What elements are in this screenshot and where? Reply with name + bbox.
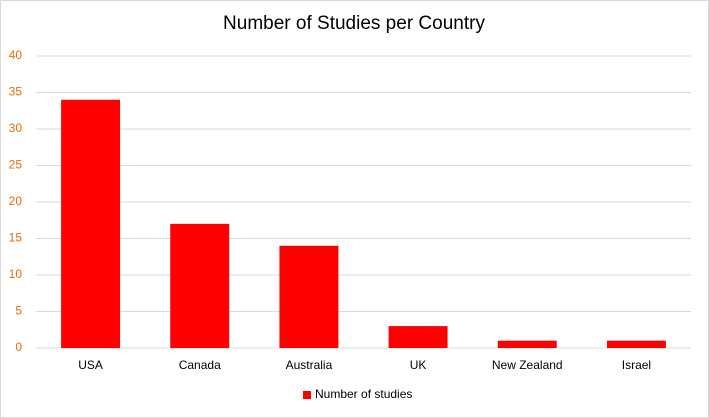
bar [170,223,230,348]
legend-label: Number of studies [315,387,412,401]
x-tick-label: New Zealand [492,358,563,372]
y-tick-label: 15 [9,231,23,245]
y-tick-label: 5 [15,304,22,318]
bar [388,326,448,348]
bar [497,340,557,348]
bar [61,99,121,348]
y-tick-label: 10 [9,267,23,281]
chart-title: Number of Studies per Country [223,13,485,34]
bar [279,245,339,348]
x-tick-label: USA [78,358,103,372]
y-tick-label: 25 [9,158,23,172]
y-tick-label: 35 [9,85,23,99]
y-tick-label: 0 [15,340,22,354]
x-tick-label: UK [410,358,427,372]
legend-swatch [303,391,311,399]
x-tick-label: Canada [179,358,221,372]
x-tick-label: Israel [622,358,651,372]
y-tick-label: 40 [9,48,23,62]
x-tick-label: Australia [286,358,333,372]
bar [606,340,666,348]
y-tick-label: 20 [9,194,23,208]
y-tick-label: 30 [9,121,23,135]
